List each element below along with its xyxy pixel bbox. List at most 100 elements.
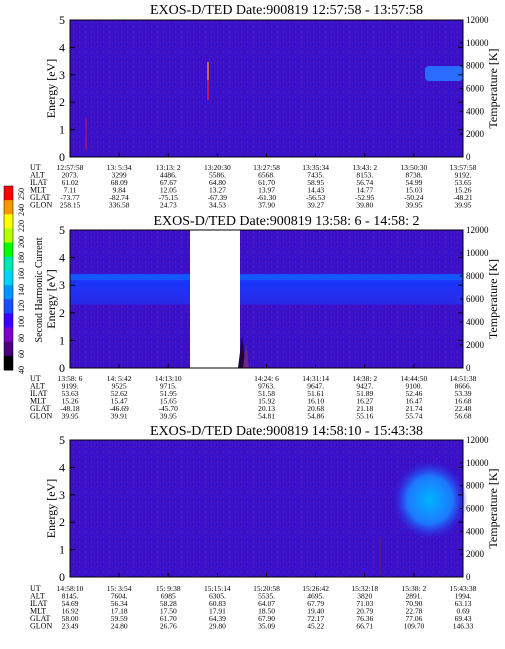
table-cell: 67.67: [160, 178, 177, 187]
table-cell: 16.47: [405, 397, 422, 406]
table-cell: 72.17: [307, 614, 324, 623]
y2-tick-label: 6000: [466, 294, 485, 304]
table-cell: 56.68: [455, 412, 472, 421]
panel-title: EXOS-D/TED Date:900819 12:57:58 - 13:57:…: [150, 3, 423, 18]
table-cell: 109.70: [404, 622, 425, 631]
table-cell: 58.28: [160, 599, 177, 608]
table-cell: 18.50: [258, 607, 275, 616]
y2-tick-label: 8000: [466, 271, 485, 281]
colorbar-label: Second Harmonic Current: [34, 237, 45, 342]
spectrogram-spike: [243, 344, 249, 368]
y-tick-label: 5: [59, 433, 65, 447]
y2-axis-label: Temperature [K]: [486, 468, 500, 548]
table-row-label: MLT: [30, 186, 46, 195]
table-cell: 8666.: [455, 382, 472, 391]
table-cell: 15.65: [160, 397, 177, 406]
table-cell: 22.48: [455, 404, 472, 413]
table-row-label: ALT: [30, 382, 45, 391]
y2-tick-label: 0: [466, 572, 471, 582]
table-row-label: GLON: [30, 622, 52, 631]
table-row-label: UT: [30, 374, 41, 383]
panel-3: [69, 439, 468, 578]
table-cell: 5586.: [209, 171, 226, 180]
table-cell: 8145.: [62, 592, 79, 601]
y2-tick-label: 10000: [466, 458, 489, 468]
table-row-label: ILAT: [30, 599, 47, 608]
table-cell: 23.49: [62, 622, 79, 631]
table-cell: 20.68: [307, 404, 324, 413]
table-cell: 39.80: [356, 201, 373, 210]
panel-title: EXOS-D/TED Date:900819 14:58:10 - 15:43:…: [150, 424, 423, 439]
table-cell: 12.05: [160, 186, 177, 195]
table-cell: 13:35:34: [302, 163, 329, 172]
table-cell: 16.27: [356, 397, 373, 406]
table-cell: 26.76: [160, 622, 177, 631]
table-cell: 34.53: [209, 201, 226, 210]
table-cell: 59.59: [111, 614, 128, 623]
table-cell: 13:57:58: [450, 163, 477, 172]
table-cell: 16.92: [62, 607, 79, 616]
table-cell: -82.74: [109, 193, 129, 202]
colorbar-segment: [4, 214, 13, 229]
table-cell: -46.69: [109, 404, 129, 413]
table-cell: 16.10: [307, 397, 324, 406]
table-cell: 64.07: [258, 599, 275, 608]
table-cell: 8738.: [405, 171, 422, 180]
y-tick-label: 4: [59, 40, 65, 54]
table-cell: 9427.: [356, 382, 373, 391]
table-cell: 3299: [112, 171, 127, 180]
table-cell: -56.53: [306, 193, 326, 202]
table-cell: 61.70: [258, 178, 275, 187]
table-cell: 64.80: [209, 178, 226, 187]
table-cell: 9100.: [405, 382, 422, 391]
table-cell: 45.22: [307, 622, 324, 631]
table-cell: 14:44:50: [401, 374, 428, 383]
colorbar-tick-label: 180: [17, 252, 26, 264]
table-cell: 52.62: [111, 389, 128, 398]
panel-2: [69, 229, 464, 369]
table-row-label: ALT: [30, 592, 45, 601]
table-cell: 51.89: [356, 389, 373, 398]
table-cell: 39.27: [307, 201, 324, 210]
table-cell: 13:13: 2: [156, 163, 181, 172]
table-cell: 13:50:30: [401, 163, 428, 172]
y2-tick-label: 8000: [466, 481, 485, 491]
table-cell: 19.40: [307, 607, 324, 616]
table-cell: 146.33: [453, 622, 474, 631]
table-cell: 56.74: [356, 178, 373, 187]
table-cell: 15.26: [455, 186, 472, 195]
table-cell: 9715.: [160, 382, 177, 391]
table-cell: 14:31:14: [302, 374, 329, 383]
table-cell: 336.58: [109, 201, 130, 210]
y2-tick-label: 4000: [466, 317, 485, 327]
table-cell: 15:26:42: [302, 584, 329, 593]
table-cell: 58.00: [62, 614, 79, 623]
colorbar-tick-label: 140: [17, 284, 26, 296]
y-tick-label: 3: [59, 68, 65, 82]
table-cell: 29.80: [209, 622, 226, 631]
table-cell: -75.15: [159, 193, 179, 202]
table-cell: 39.95: [455, 201, 472, 210]
table-cell: 9199.: [62, 382, 79, 391]
table-cell: 54.99: [405, 178, 422, 187]
y2-tick-label: 12000: [466, 435, 489, 445]
spectrogram-feature: [425, 66, 463, 81]
table-row-label: GLON: [30, 412, 52, 421]
table-cell: 61.70: [160, 614, 177, 623]
y2-tick-label: 8000: [466, 61, 485, 71]
table-cell: 2073.: [62, 171, 79, 180]
y-tick-label: 0: [59, 150, 65, 164]
spectrogram-feature: [392, 460, 468, 540]
colorbar-segment: [4, 186, 13, 201]
table-row-label: GLAT: [30, 614, 51, 623]
table-cell: 39.95: [160, 412, 177, 421]
y-axis-label: Energy [eV]: [44, 59, 58, 118]
colorbar-tick-label: 80: [17, 334, 26, 342]
table-row-label: ALT: [30, 171, 45, 180]
table-row-label: MLT: [30, 607, 46, 616]
table-cell: 2891.: [405, 592, 422, 601]
table-cell: 0.69: [456, 607, 469, 616]
colorbar-segment: [4, 299, 13, 314]
table-cell: 15: 9:38: [156, 584, 181, 593]
table-cell: 51.61: [307, 389, 324, 398]
